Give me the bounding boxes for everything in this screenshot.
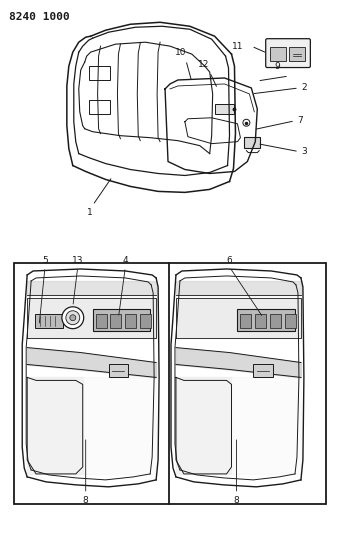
Text: 6: 6 — [227, 256, 232, 265]
Bar — [289, 47, 305, 61]
Text: 8: 8 — [83, 496, 89, 505]
Text: 4: 4 — [122, 256, 128, 265]
Bar — [89, 66, 110, 80]
Circle shape — [66, 311, 80, 325]
Text: 1: 1 — [87, 208, 92, 217]
Bar — [255, 314, 266, 328]
Text: 8: 8 — [234, 496, 239, 505]
Text: 12: 12 — [198, 60, 209, 69]
Bar — [110, 314, 121, 328]
Bar — [214, 104, 235, 114]
Bar — [237, 309, 295, 330]
Circle shape — [243, 119, 250, 126]
Text: 8240 1000: 8240 1000 — [9, 12, 70, 22]
Bar — [93, 309, 150, 330]
Text: 9: 9 — [274, 62, 280, 71]
Text: 5: 5 — [42, 256, 48, 265]
Bar — [270, 47, 286, 61]
Circle shape — [62, 307, 84, 329]
Circle shape — [70, 315, 76, 321]
Text: 7: 7 — [297, 116, 303, 125]
Bar — [89, 100, 110, 114]
Bar — [285, 314, 296, 328]
Bar — [240, 314, 251, 328]
Text: 13: 13 — [72, 256, 84, 265]
Bar — [14, 263, 326, 504]
Text: 11: 11 — [232, 42, 243, 51]
Bar — [253, 365, 273, 377]
Text: 2: 2 — [301, 84, 307, 92]
Bar — [244, 136, 260, 148]
Bar — [125, 314, 136, 328]
Bar — [35, 314, 63, 328]
Bar — [270, 314, 281, 328]
Text: 3: 3 — [301, 147, 307, 156]
Text: 10: 10 — [175, 48, 187, 57]
FancyBboxPatch shape — [266, 39, 310, 68]
Bar — [108, 365, 128, 377]
Bar — [95, 314, 106, 328]
Bar — [140, 314, 151, 328]
